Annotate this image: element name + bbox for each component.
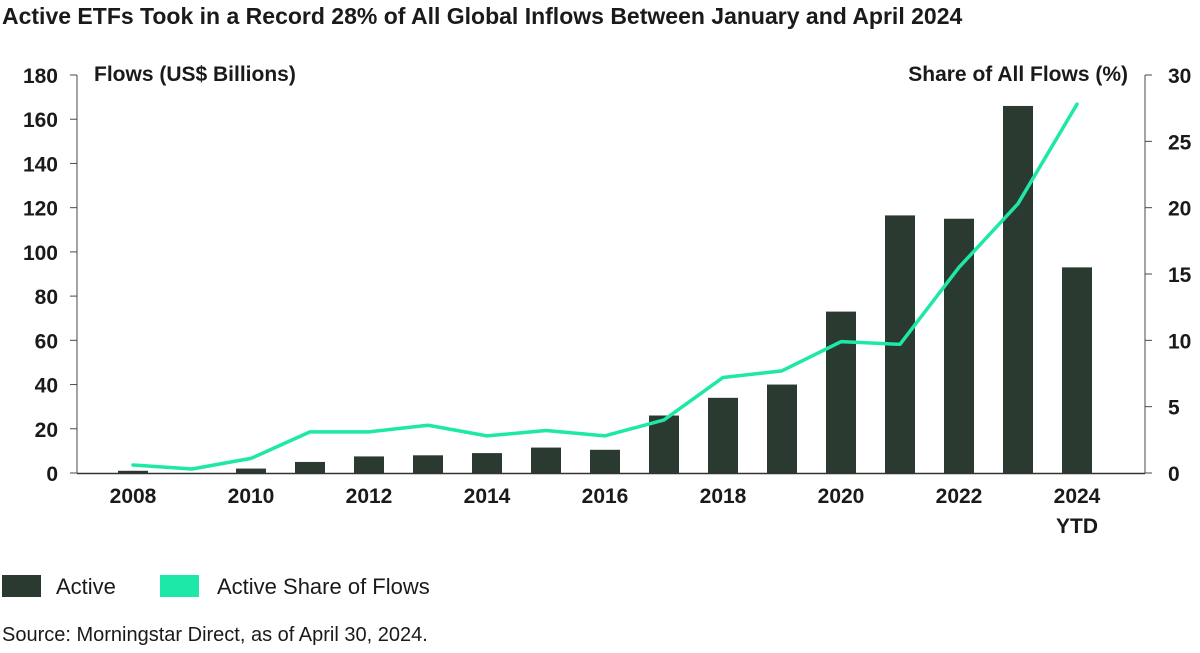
y-left-tick-label: 40 xyxy=(35,375,58,398)
y-right-tick-label: 20 xyxy=(1168,198,1191,221)
y-right-tick-label: 10 xyxy=(1168,330,1191,353)
y-right-tick-label: 15 xyxy=(1168,264,1192,287)
x-tick-label: 2024 xyxy=(1054,485,1101,508)
y-left-tick-label: 80 xyxy=(35,286,58,309)
legend-label-active: Active xyxy=(56,574,116,599)
y-axis-right: 0 5 10 15 20 25 30 xyxy=(1145,65,1192,486)
y-left-tick-label: 0 xyxy=(46,463,58,486)
source-note: Source: Morningstar Direct, as of April … xyxy=(2,624,428,646)
legend-label-active-share: Active Share of Flows xyxy=(217,574,430,599)
legend: Active Active Share of Flows xyxy=(2,574,430,599)
y-right-tick-label: 0 xyxy=(1168,463,1180,486)
line-series-active-share xyxy=(131,102,1079,471)
y-right-tick-label: 5 xyxy=(1168,397,1180,420)
x-tick-sublabel: YTD xyxy=(1056,515,1098,538)
y-axis-left: 0 20 40 60 80 100 120 140 160 180 xyxy=(23,65,77,486)
y-left-tick-label: 120 xyxy=(23,198,58,221)
y-left-tick-label: 60 xyxy=(35,330,58,353)
bar-2019 xyxy=(767,384,797,473)
y-axis-right-title: Share of All Flows (%) xyxy=(908,63,1128,86)
bar-2014 xyxy=(472,453,502,473)
x-tick-label: 2016 xyxy=(582,485,629,508)
x-tick-label: 2018 xyxy=(700,485,747,508)
bar-2013 xyxy=(413,455,443,473)
x-tick-label: 2014 xyxy=(464,485,511,508)
x-tick-label: 2022 xyxy=(936,485,983,508)
x-tick-label: 2012 xyxy=(346,485,393,508)
bar-2017 xyxy=(649,415,679,473)
y-left-tick-label: 140 xyxy=(23,153,58,176)
bar-2024 xyxy=(1062,267,1092,473)
bar-series-active xyxy=(118,105,1092,473)
y-left-tick-label: 180 xyxy=(23,65,58,88)
bar-2015 xyxy=(531,447,561,473)
bar-2011 xyxy=(295,461,325,473)
bar-2012 xyxy=(354,456,384,473)
y-left-tick-label: 100 xyxy=(23,242,58,265)
y-right-tick-label: 30 xyxy=(1168,65,1191,88)
x-axis: 2008 2010 2012 2014 2016 2018 2020 2022 2024 YTD xyxy=(110,485,1101,538)
y-left-tick-label: 20 xyxy=(35,419,58,442)
bar-2023 xyxy=(1003,105,1033,473)
x-tick-label: 2010 xyxy=(228,485,275,508)
bar-2018 xyxy=(708,397,738,473)
y-right-tick-label: 25 xyxy=(1168,131,1192,154)
y-axis-left-title: Flows (US$ Billions) xyxy=(94,63,296,86)
chart-title: Active ETFs Took in a Record 28% of All … xyxy=(2,3,962,29)
x-tick-label: 2008 xyxy=(110,485,157,508)
legend-swatch-active xyxy=(2,575,41,597)
bar-2020 xyxy=(826,311,856,473)
bar-2008 xyxy=(118,470,148,473)
bar-2010 xyxy=(236,468,266,473)
bar-2016 xyxy=(590,449,620,473)
legend-swatch-active-share xyxy=(160,575,199,597)
y-left-tick-label: 160 xyxy=(23,109,58,132)
bar-2022 xyxy=(944,218,974,473)
x-tick-label: 2020 xyxy=(818,485,865,508)
